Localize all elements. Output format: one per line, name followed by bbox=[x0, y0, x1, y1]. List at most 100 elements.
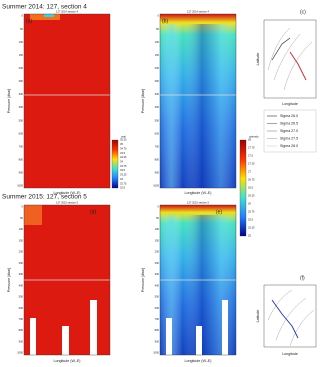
colorbar-tick: 35 bbox=[120, 142, 123, 146]
y-tick-label: 1000 bbox=[17, 351, 23, 355]
y-tick-label: 1000 bbox=[153, 184, 159, 188]
y-tick-label: 150 bbox=[19, 53, 24, 57]
y-label: Pressure [dbar] bbox=[7, 89, 11, 114]
y-tick-label: 1000 bbox=[17, 184, 23, 188]
panel-b: (b) 127 2014 section 4 Longitude (W–E) P… bbox=[141, 10, 237, 195]
no-data bbox=[196, 326, 202, 355]
y-tick-label: 0 bbox=[22, 205, 24, 209]
colorbar-tick: 28 bbox=[248, 138, 251, 142]
colorbar-tick: 27.25 bbox=[248, 162, 255, 166]
y-tick-label: 50 bbox=[20, 216, 23, 220]
colorbar-tick: 33 bbox=[120, 177, 123, 181]
no-data bbox=[62, 326, 69, 355]
colorbar-label: psal bbox=[121, 135, 126, 139]
panel-label: (b) bbox=[162, 18, 168, 24]
panel-frame bbox=[159, 204, 237, 356]
colorbar-tick: 33.75 bbox=[120, 164, 127, 168]
no-data bbox=[166, 318, 172, 355]
y-tick-label: 0 bbox=[158, 205, 160, 209]
x-label: Longitude (W–E) bbox=[185, 191, 212, 195]
y-label: Latitude bbox=[256, 310, 260, 323]
no-data bbox=[30, 318, 36, 355]
panel-label: (f) bbox=[300, 275, 305, 281]
y-tick-label: 300 bbox=[155, 272, 160, 276]
y-label: Pressure [dbar] bbox=[141, 268, 145, 293]
y-tick-label: 200 bbox=[19, 250, 24, 254]
panel-label: (a) bbox=[26, 18, 32, 24]
y-tick-label: 800 bbox=[155, 328, 160, 332]
panel-title: 127 2014 section 4 bbox=[187, 10, 209, 14]
y-tick-label: 100 bbox=[19, 40, 24, 44]
y-tick-label: 100 bbox=[155, 227, 160, 231]
row-title: Summer 2015: 127, section 5 bbox=[2, 194, 87, 201]
isopycnal bbox=[267, 27, 313, 91]
colorbar-tick: 25.25 bbox=[248, 226, 255, 230]
colorbar-tick: 32.75 bbox=[120, 181, 127, 185]
y-tick-label: 600 bbox=[19, 306, 24, 310]
y-tick-label: 400 bbox=[19, 105, 24, 109]
y-tick-label: 600 bbox=[155, 306, 160, 310]
y-label: Latitude bbox=[256, 53, 260, 66]
y-tick-label: 500 bbox=[155, 295, 160, 299]
map bbox=[264, 285, 316, 347]
y-tick-label: 250 bbox=[19, 79, 24, 83]
panel-title: 127 2014 section 4 bbox=[56, 10, 78, 14]
panel-e: (e) 127 2015 section 5 Longitude (W–E) P… bbox=[141, 201, 237, 363]
colorbar-label: pdensity bbox=[249, 135, 259, 139]
colorbar-tick: 25 bbox=[248, 234, 251, 238]
colorbar-tick: 34.5 bbox=[120, 151, 126, 155]
colorbar-tick: 34.75 bbox=[120, 146, 127, 150]
colorbar-tick: 26.5 bbox=[248, 186, 254, 190]
track bbox=[271, 37, 291, 61]
panel-frame bbox=[263, 19, 317, 99]
isopycnal bbox=[267, 289, 315, 347]
y-tick-label: 900 bbox=[155, 339, 160, 343]
surface-layer bbox=[44, 14, 54, 17]
y-tick-label: 300 bbox=[155, 92, 160, 96]
y-tick-label: 200 bbox=[155, 66, 160, 70]
colorbar-tick: 25.75 bbox=[248, 210, 255, 214]
legend-entry: Sigma 27.5 bbox=[280, 136, 298, 140]
salinity-colorbar bbox=[111, 139, 119, 189]
y-tick-label: 50 bbox=[156, 216, 159, 220]
y-tick-label: 700 bbox=[155, 317, 160, 321]
y-tick-label: 300 bbox=[19, 92, 24, 96]
surface-layer bbox=[24, 205, 42, 225]
x-label: Longitude bbox=[282, 352, 298, 356]
y-tick-label: 150 bbox=[155, 238, 160, 242]
y-tick-label: 500 bbox=[19, 118, 24, 122]
panel-title: 127 2015 section 5 bbox=[187, 201, 209, 205]
y-tick-label: 700 bbox=[19, 317, 24, 321]
legend-entry: Sigma 26.0 bbox=[280, 114, 298, 118]
y-tick-label: 900 bbox=[19, 171, 24, 175]
y-tick-label: 250 bbox=[155, 261, 160, 265]
no-data bbox=[90, 300, 97, 355]
y-tick-label: 600 bbox=[19, 131, 24, 135]
panel-frame bbox=[263, 284, 317, 348]
row-title: Summer 2014: 127, section 4 bbox=[2, 4, 87, 11]
y-tick-label: 600 bbox=[155, 131, 160, 135]
y-tick-label: 400 bbox=[155, 283, 160, 287]
y-tick-label: 700 bbox=[19, 144, 24, 148]
y-tick-label: 700 bbox=[155, 144, 160, 148]
panel-label: (c) bbox=[300, 9, 306, 15]
panel-a: (a) 127 2014 section 4 Longitude (W–E) P… bbox=[7, 10, 111, 195]
no-data bbox=[222, 300, 228, 355]
panel-title: 127 2015 section 5 bbox=[56, 201, 78, 205]
y-tick-label: 300 bbox=[19, 272, 24, 276]
salinity-field bbox=[24, 14, 110, 188]
panel-f: (f) Longitude Latitude bbox=[256, 275, 317, 356]
colorbar-tick: 27 bbox=[248, 170, 251, 174]
x-label: Longitude (W–E) bbox=[185, 359, 212, 363]
y-tick-label: 150 bbox=[19, 238, 24, 242]
y-tick-label: 900 bbox=[155, 171, 160, 175]
x-label: Longitude bbox=[282, 102, 298, 106]
map bbox=[264, 20, 316, 98]
panel-label: (e) bbox=[216, 209, 222, 215]
density-colorbar bbox=[239, 139, 247, 237]
panel-c: (c) Longitude Latitude bbox=[256, 9, 317, 106]
legend-entry: Sigma 26.5 bbox=[280, 121, 298, 125]
legend-entry: Sigma 27.0 bbox=[280, 129, 298, 133]
y-label: Pressure [dbar] bbox=[141, 89, 145, 114]
colorbar-tick: 27.75 bbox=[248, 146, 255, 150]
